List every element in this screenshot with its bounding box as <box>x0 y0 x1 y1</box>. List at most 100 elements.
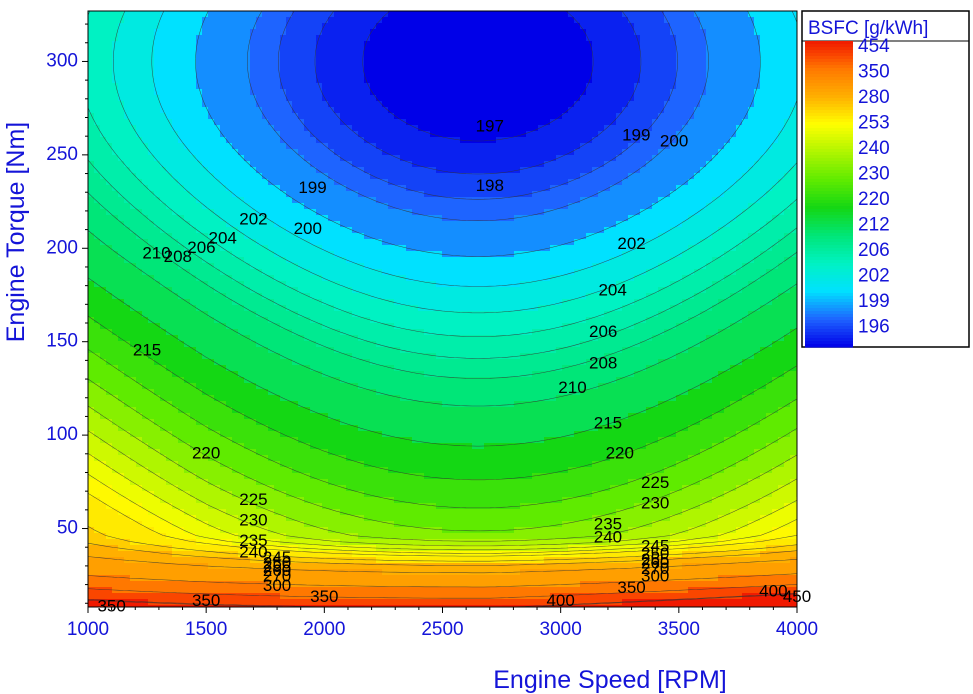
contour-cell <box>382 107 389 114</box>
contour-cell <box>364 53 371 60</box>
contour-cell <box>196 29 203 36</box>
contour-cell <box>292 167 299 174</box>
contour-cell <box>286 77 293 84</box>
contour-cell <box>568 179 575 186</box>
contour-cell <box>340 239 347 246</box>
contour-cell <box>232 119 239 126</box>
contour-cell <box>622 203 629 210</box>
contour-cell <box>610 167 617 174</box>
contour-cell <box>250 215 257 222</box>
contour-cell <box>328 161 335 168</box>
contour-cell <box>142 185 149 192</box>
contour-cell <box>142 113 149 120</box>
contour-cell <box>118 95 125 102</box>
contour-cell <box>328 227 335 234</box>
contour-cell <box>268 131 275 138</box>
contour-cell <box>568 83 575 90</box>
contour-cell <box>196 95 203 102</box>
contour-cell <box>694 113 701 120</box>
contour-cell <box>88 137 95 144</box>
contour-cell <box>112 17 119 24</box>
contour-cell <box>790 167 797 174</box>
contour-cell <box>304 137 311 144</box>
contour-cell <box>100 65 107 72</box>
contour-cell <box>490 41 497 48</box>
contour-cell <box>334 155 341 162</box>
contour-cell <box>640 155 647 162</box>
contour-cell <box>514 35 521 42</box>
contour-cell <box>448 137 455 144</box>
contour-cell <box>682 161 689 168</box>
contour-cell <box>760 257 767 264</box>
contour-cell <box>424 77 431 84</box>
contour-cell <box>328 95 335 102</box>
contour-cell <box>718 35 725 42</box>
contour-cell <box>430 197 437 204</box>
contour-cell <box>124 161 131 168</box>
contour-cell <box>700 215 707 222</box>
contour-cell <box>484 95 491 102</box>
contour-cell <box>358 47 365 54</box>
contour-cell <box>700 173 707 180</box>
contour-cell <box>670 221 677 228</box>
contour-cell <box>754 29 761 36</box>
contour-cell <box>412 233 419 240</box>
contour-cell <box>646 167 653 174</box>
contour-cell <box>298 35 305 42</box>
contour-cell <box>142 119 149 126</box>
contour-cell <box>628 137 635 144</box>
contour-cell <box>730 203 737 210</box>
contour-cell <box>484 245 491 252</box>
contour-cell <box>646 107 653 114</box>
contour-cell <box>220 209 227 216</box>
contour-cell <box>274 143 281 150</box>
contour-cell <box>130 47 137 54</box>
contour-cell <box>772 155 779 162</box>
contour-cell <box>340 125 347 132</box>
contour-cell <box>478 71 485 78</box>
contour-cell <box>112 233 119 240</box>
contour-cell <box>598 125 605 132</box>
contour-cell <box>694 35 701 42</box>
contour-cell <box>670 71 677 78</box>
contour-cell <box>664 161 671 168</box>
contour-cell <box>640 59 647 66</box>
contour-cell <box>484 203 491 210</box>
contour-cell <box>172 89 179 96</box>
contour-cell <box>142 41 149 48</box>
contour-cell <box>712 131 719 138</box>
contour-cell <box>424 221 431 228</box>
contour-cell <box>598 101 605 108</box>
contour-cell <box>622 23 629 30</box>
contour-cell <box>598 173 605 180</box>
contour-cell <box>598 17 605 24</box>
contour-cell <box>298 83 305 90</box>
contour-cell <box>202 191 209 198</box>
contour-cell <box>676 113 683 120</box>
contour-cell <box>736 119 743 126</box>
contour-cell <box>328 191 335 198</box>
contour-cell <box>202 185 209 192</box>
contour-cell <box>106 215 113 222</box>
contour-cell <box>316 23 323 30</box>
contour-cell <box>730 41 737 48</box>
contour-cell <box>214 65 221 72</box>
contour-cell <box>94 17 101 24</box>
contour-cell <box>790 149 797 156</box>
contour-cell <box>748 203 755 210</box>
contour-cell <box>340 149 347 156</box>
contour-cell <box>730 143 737 150</box>
contour-cell <box>160 17 167 24</box>
contour-cell <box>334 77 341 84</box>
contour-cell <box>130 71 137 78</box>
contour-cell <box>442 251 449 258</box>
contour-cell <box>766 215 773 222</box>
contour-cell <box>88 149 95 156</box>
contour-cell <box>160 239 167 246</box>
contour-cell <box>784 203 791 210</box>
contour-cell <box>628 161 635 168</box>
contour-cell <box>256 89 263 96</box>
contour-cell <box>466 59 473 66</box>
contour-cell <box>118 149 125 156</box>
contour-cell <box>262 41 269 48</box>
